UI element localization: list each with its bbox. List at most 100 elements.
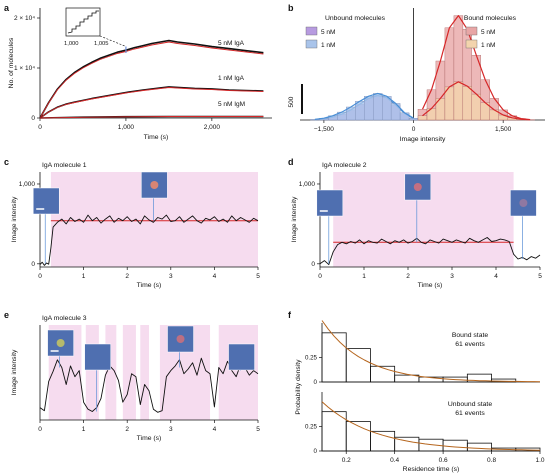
b-fit-curve: [314, 92, 414, 120]
b-fit-curve: [422, 81, 531, 121]
panel-letter-e: e: [4, 310, 9, 320]
f-y-axis-label: Probability density: [295, 359, 302, 415]
f-hist-bar: [466, 442, 492, 452]
b-x-axis-label: Image intensity: [400, 136, 446, 143]
e-x-axis-label: Time (s): [137, 435, 162, 442]
d-x-tick-label: 5: [538, 273, 542, 280]
f-y-tick-label: 0.25: [305, 355, 318, 362]
b-hist-bar: [408, 117, 419, 121]
c-x-tick-label: 4: [213, 273, 217, 280]
e-title: IgA molecule 3: [42, 315, 87, 322]
a-series-label: 5 nM IgM: [218, 101, 245, 108]
d-y-tick-label: 1,000: [299, 181, 316, 188]
c-x-tick-label: 0: [38, 273, 42, 280]
f-x-tick-label: 0.8: [487, 457, 496, 464]
d-x-tick-label: 4: [494, 273, 498, 280]
f-exp-fit: [321, 320, 541, 383]
a-y-tick-label: 2 × 10⁴: [14, 15, 35, 22]
panel-a-chart: 0 1,000 2,000 0 1 × 10⁴ 2 × 10⁴ Time (s) No. of…: [8, 7, 272, 141]
b-x-tick-label: 0: [412, 126, 416, 133]
panel-d-chart: 0 1 2 3 4 5 0 1,000 Time (s) Image intensity IgA m…: [291, 162, 542, 289]
f-x-tick-label: 0.6: [439, 457, 448, 464]
f-y-tick-label: 0: [314, 448, 318, 455]
d-y-tick-label: 0: [311, 261, 315, 268]
a-fit-line: [39, 41, 264, 119]
b-legend-swatch: [305, 26, 318, 36]
b-hist-bar: [471, 93, 481, 121]
b-hist-bar: [382, 95, 392, 121]
d-x-tick-label: 0: [318, 273, 322, 280]
f-x-tick-label: 0.4: [390, 457, 399, 464]
a-fit-line: [39, 87, 264, 119]
b-left-title: Unbound molecules: [325, 15, 386, 22]
d-molecule-image: [510, 189, 537, 217]
d-trace-line: [319, 237, 541, 266]
c-molecule-spot: [150, 181, 159, 189]
panel-letter-a: a: [4, 3, 10, 13]
e-x-tick-label: 4: [213, 426, 217, 433]
e-trace-line: [39, 357, 259, 413]
c-x-tick-label: 5: [256, 273, 260, 280]
b-legend-label: 5 nM: [481, 29, 495, 36]
e-molecule-image: [84, 343, 111, 371]
panel-e-chart: 0 1 2 3 4 5 Time (s) Image intensity IgA molecul…: [11, 315, 260, 442]
panel-c-chart: 0 1 2 3 4 5 0 1,000 Time (s) Image intensity IgA m…: [11, 162, 260, 289]
b-legend-label: 5 nM: [321, 29, 335, 36]
e-molecule-image: [228, 343, 255, 371]
f-hist-bar: [370, 430, 396, 452]
b-right-title: Bound molecules: [464, 15, 517, 22]
panel-f-chart: 0 0.25 Bound state 61 events 0 0.25 Unbound st…: [295, 320, 545, 473]
b-hist-bar: [453, 81, 464, 121]
a-x-tick-label: 2,000: [204, 124, 221, 131]
panel-letter-d: d: [288, 157, 294, 167]
c-x-tick-label: 2: [125, 273, 129, 280]
b-x-tick-label: −1,500: [314, 126, 334, 133]
d-molecule-spot: [413, 183, 422, 191]
f-y-tick-label: 0: [314, 379, 318, 386]
e-x-tick-label: 5: [256, 426, 260, 433]
b-hist-bar: [364, 95, 374, 121]
c-y-axis-label: Image intensity: [11, 196, 18, 242]
b-hist-bar: [373, 93, 383, 121]
b-legend-swatch: [465, 39, 478, 49]
c-trace-line: [39, 214, 259, 266]
f-hist-bar: [321, 332, 347, 383]
c-title: IgA molecule 1: [42, 162, 87, 169]
f-x-tick-label: 0.2: [342, 457, 351, 464]
b-legend-swatch: [465, 26, 478, 36]
a-inset-step-trace: [67, 10, 99, 34]
a-y-tick-label: 0: [31, 115, 35, 122]
f-exp-fit: [321, 401, 541, 451]
f-hist-bar: [370, 365, 396, 383]
d-x-tick-label: 3: [450, 273, 454, 280]
e-bound-interval: [140, 325, 149, 420]
d-x-tick-label: 2: [406, 273, 410, 280]
b-x-tick-label: 1,500: [495, 126, 512, 133]
f-state-label: Bound state: [452, 332, 488, 339]
b-hist-bar: [426, 108, 437, 121]
e-x-tick-label: 0: [38, 426, 42, 433]
panel-letter-f: f: [288, 310, 292, 320]
c-y-tick-label: 1,000: [19, 181, 36, 188]
f-x-tick-label: 1.0: [535, 457, 544, 464]
a-series-line: [39, 39, 264, 119]
e-x-tick-label: 3: [169, 426, 173, 433]
c-molecule-image: [32, 187, 60, 215]
a-fit-line: [39, 116, 264, 119]
a-series-label: 5 nM IgA: [218, 40, 245, 47]
c-x-tick-label: 1: [82, 273, 86, 280]
b-hist-bar: [355, 101, 365, 121]
panel-b-chart: −1,500 0 1,500 Image intensity Unbound molec…: [288, 8, 545, 143]
d-x-tick-label: 1: [362, 273, 366, 280]
a-inset-tick-label: 1,005: [94, 41, 109, 47]
e-bound-interval: [122, 325, 136, 420]
c-x-tick-label: 3: [169, 273, 173, 280]
a-y-axis-label: No. of molecules: [8, 37, 15, 88]
a-x-axis-label: Time (s): [144, 134, 169, 141]
c-y-tick-label: 0: [31, 261, 35, 268]
panel-letter-b: b: [288, 3, 294, 13]
b-hist-bar: [417, 115, 428, 121]
b-scale-bar-label: 500: [288, 96, 295, 107]
f-hist-bar: [442, 439, 468, 452]
e-x-tick-label: 2: [125, 426, 129, 433]
